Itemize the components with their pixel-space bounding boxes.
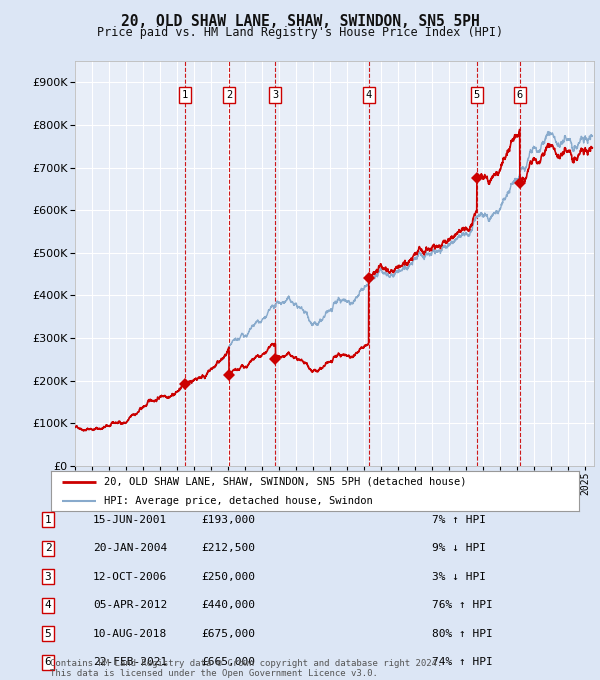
Text: 4: 4: [365, 90, 372, 100]
Text: 22-FEB-2021: 22-FEB-2021: [93, 658, 167, 667]
Text: 9% ↓ HPI: 9% ↓ HPI: [432, 543, 486, 553]
Text: 10-AUG-2018: 10-AUG-2018: [93, 629, 167, 639]
Text: 3% ↓ HPI: 3% ↓ HPI: [432, 572, 486, 581]
Text: HPI: Average price, detached house, Swindon: HPI: Average price, detached house, Swin…: [104, 496, 373, 506]
Text: 15-JUN-2001: 15-JUN-2001: [93, 515, 167, 524]
Text: 3: 3: [272, 90, 278, 100]
Text: 12-OCT-2006: 12-OCT-2006: [93, 572, 167, 581]
Text: £193,000: £193,000: [201, 515, 255, 524]
Text: 5: 5: [473, 90, 480, 100]
Text: £440,000: £440,000: [201, 600, 255, 610]
Text: 76% ↑ HPI: 76% ↑ HPI: [432, 600, 493, 610]
Text: 1: 1: [182, 90, 188, 100]
Text: 6: 6: [44, 658, 52, 667]
Text: 80% ↑ HPI: 80% ↑ HPI: [432, 629, 493, 639]
Text: 74% ↑ HPI: 74% ↑ HPI: [432, 658, 493, 667]
Text: 6: 6: [517, 90, 523, 100]
Text: 5: 5: [44, 629, 52, 639]
Text: Price paid vs. HM Land Registry's House Price Index (HPI): Price paid vs. HM Land Registry's House …: [97, 26, 503, 39]
Text: £250,000: £250,000: [201, 572, 255, 581]
Text: 20, OLD SHAW LANE, SHAW, SWINDON, SN5 5PH: 20, OLD SHAW LANE, SHAW, SWINDON, SN5 5P…: [121, 14, 479, 29]
Text: Contains HM Land Registry data © Crown copyright and database right 2024.
This d: Contains HM Land Registry data © Crown c…: [50, 658, 442, 678]
Text: 3: 3: [44, 572, 52, 581]
Text: 7% ↑ HPI: 7% ↑ HPI: [432, 515, 486, 524]
Text: £675,000: £675,000: [201, 629, 255, 639]
Text: 1: 1: [44, 515, 52, 524]
Text: 4: 4: [44, 600, 52, 610]
Text: 05-APR-2012: 05-APR-2012: [93, 600, 167, 610]
Text: £665,000: £665,000: [201, 658, 255, 667]
Text: £212,500: £212,500: [201, 543, 255, 553]
Text: 20, OLD SHAW LANE, SHAW, SWINDON, SN5 5PH (detached house): 20, OLD SHAW LANE, SHAW, SWINDON, SN5 5P…: [104, 477, 466, 487]
Text: 2: 2: [44, 543, 52, 553]
Text: 2: 2: [226, 90, 232, 100]
Text: 20-JAN-2004: 20-JAN-2004: [93, 543, 167, 553]
